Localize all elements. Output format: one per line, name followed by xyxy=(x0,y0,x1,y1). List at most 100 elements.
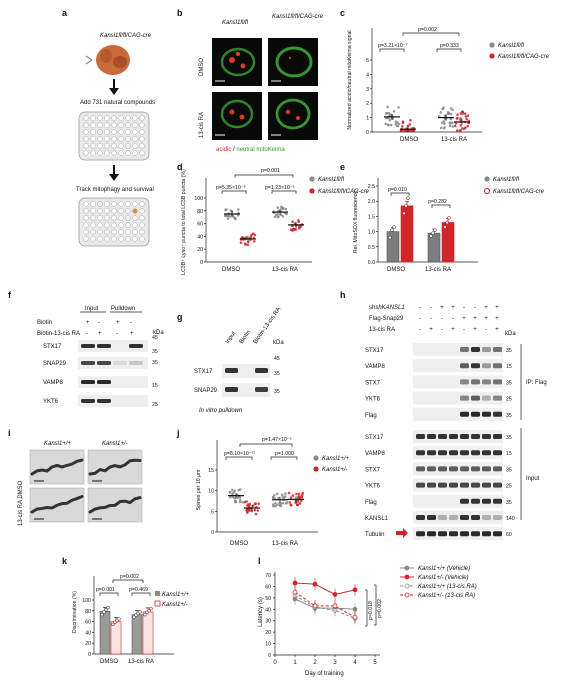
panel-k-legend-1: Kansl1+/+ xyxy=(162,592,190,598)
well xyxy=(83,115,89,121)
data-point xyxy=(288,501,292,504)
well xyxy=(118,229,124,235)
kda-marker: 25 xyxy=(152,402,158,408)
ytick-label: 20 xyxy=(265,630,271,636)
ytick-label: 0 xyxy=(268,653,271,659)
blot-protein-label: VAMP8 xyxy=(365,364,386,370)
kda-marker: 35 xyxy=(274,389,280,395)
legend-marker xyxy=(404,583,410,589)
well xyxy=(132,115,138,121)
band xyxy=(416,450,425,456)
band xyxy=(416,466,425,472)
well xyxy=(139,229,145,235)
band xyxy=(438,482,447,488)
blot-protein-label: YKT6 xyxy=(365,484,381,490)
data-point xyxy=(439,126,443,130)
well xyxy=(97,122,103,128)
data-point xyxy=(281,501,285,505)
data-point xyxy=(294,501,298,504)
band xyxy=(493,411,502,417)
well xyxy=(97,115,103,121)
replicate-point xyxy=(138,610,142,614)
band xyxy=(471,379,480,385)
kda-marker: 60 xyxy=(506,532,512,538)
bar xyxy=(110,621,122,655)
treatment-sign: - xyxy=(463,305,465,311)
blot-protein-label: VAMP8 xyxy=(365,451,386,457)
panel-l-legend: Kansl1+/+ (Vehicle) Kansl1+/- (Vehicle) Ka… xyxy=(400,565,477,599)
svg-text:-: - xyxy=(130,320,132,326)
band xyxy=(482,363,491,369)
band xyxy=(493,434,502,439)
well xyxy=(118,208,124,214)
panel-k-bars xyxy=(99,605,154,655)
data-point xyxy=(287,491,291,495)
well xyxy=(90,136,96,142)
data-point xyxy=(454,121,458,125)
data-point xyxy=(236,496,240,499)
data-point xyxy=(245,508,248,512)
well xyxy=(83,136,89,142)
data-point xyxy=(352,614,358,620)
band xyxy=(427,466,436,472)
well xyxy=(125,115,131,121)
data-point xyxy=(442,126,446,130)
band xyxy=(482,379,491,385)
well xyxy=(111,208,117,214)
panel-k: k Discrimination (%) 0 20 40 60 80 100 DMSO 1… xyxy=(62,556,190,665)
panel-e-p1: p=0.010 xyxy=(388,187,407,193)
data-point xyxy=(449,122,452,125)
blot-frame xyxy=(413,407,503,421)
data-point xyxy=(289,496,293,499)
data-point xyxy=(394,123,398,126)
ytick-label: 15 xyxy=(208,468,214,474)
data-point xyxy=(448,124,452,127)
band xyxy=(81,361,95,365)
well xyxy=(139,122,145,128)
panel-d-ylabel: LC3B⁺ Lyso⁺ puncta to total LC3B puncta … xyxy=(181,169,187,275)
data-point xyxy=(466,124,470,128)
data-point xyxy=(275,492,279,496)
data-point xyxy=(253,508,257,512)
data-point xyxy=(464,126,467,129)
band xyxy=(460,379,469,385)
panel-a-step-1: Add 731 natural compounds xyxy=(80,100,155,106)
replicate-point xyxy=(100,612,104,617)
panel-k-x1: DMSO xyxy=(100,659,118,665)
ytick-label: 100 xyxy=(82,598,91,604)
panel-f-head-input: Input xyxy=(85,306,99,312)
panel-b-row1: DMSO xyxy=(199,58,205,76)
panel-g-kda: kDa xyxy=(273,340,284,346)
ytick-label: 10 xyxy=(208,489,214,495)
ytick-label: 50 xyxy=(265,596,271,602)
ytick-label: 3 xyxy=(366,87,369,93)
blot-protein-label: STX7 xyxy=(365,380,381,386)
band xyxy=(471,363,480,369)
panel-k-ylabel: Discrimination (%) xyxy=(72,591,78,633)
panel-c-x1: DMSO xyxy=(400,137,418,143)
replicate-point xyxy=(388,235,392,240)
well xyxy=(104,201,110,207)
well xyxy=(125,143,131,149)
well xyxy=(90,143,96,149)
data-point xyxy=(279,504,283,508)
well xyxy=(104,122,110,128)
well xyxy=(104,229,110,235)
svg-text:+: + xyxy=(130,331,134,337)
panel-f-row-biotin: Biotin xyxy=(37,320,52,326)
data-point xyxy=(238,500,242,504)
data-point xyxy=(244,243,247,246)
data-point xyxy=(459,123,463,127)
panel-i-rowlabel: 13-cis RA DMSO xyxy=(18,480,24,526)
panel-j-letter: j xyxy=(176,428,180,438)
well xyxy=(139,215,145,221)
replicate-point xyxy=(445,220,449,225)
svg-text:-: - xyxy=(86,331,88,337)
bar xyxy=(131,614,143,655)
band xyxy=(460,498,469,504)
well xyxy=(118,115,124,121)
well xyxy=(111,136,117,142)
data-point xyxy=(461,112,465,115)
panel-e-legend-2: Kansl1fl/fl/CAG-cre xyxy=(493,189,545,195)
panel-c-legend-2: Kansl1fl/fl/CAG-cre xyxy=(498,54,550,60)
